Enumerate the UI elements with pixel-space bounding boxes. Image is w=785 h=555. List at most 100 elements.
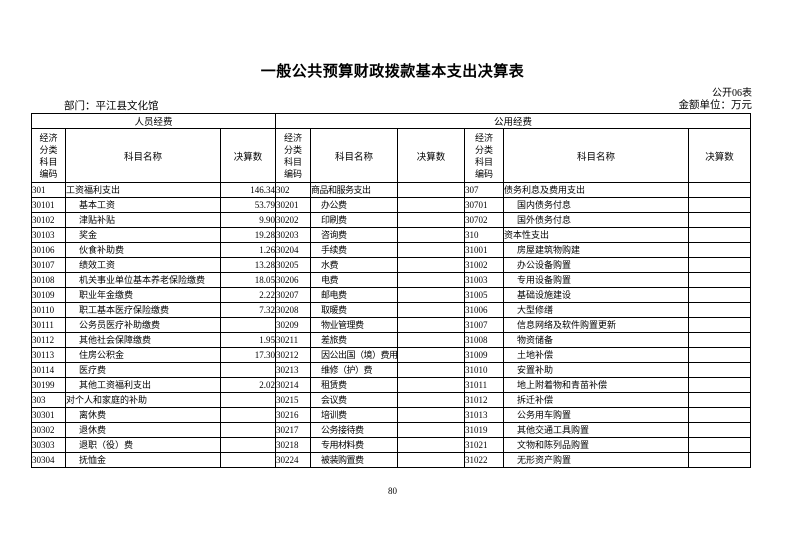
table-row: 30302 退休费 30217 公务接待费 31019 其他交通工具购置 [31,422,752,438]
table-row: 30102 津贴补贴 9.90 30202 印刷费 30702 国外债务付息 [31,212,752,228]
code-cell: 31013 [464,407,505,423]
value-cell [219,362,277,378]
value-cell [688,287,752,303]
table-row: 30111 公务员医疗补助缴费 30209 物业管理费 31007 信息网络及软… [31,317,752,333]
value-cell [397,212,466,228]
code-cell: 30102 [31,212,66,228]
code-cell: 30109 [31,287,66,303]
name-cell: 基础设施建设 [503,287,690,303]
name-cell: 抚恤金 [65,452,221,468]
value-cell [688,422,752,438]
name-cell: 公务员医疗补助缴费 [65,317,221,333]
name-cell: 取暖费 [310,302,399,318]
name-cell: 无形资产购置 [503,452,690,468]
value-cell [688,227,752,243]
code-header-1: 经济分类科目编码 [31,128,66,183]
table-row: 30109 职业年金缴费 2.22 30207 邮电费 31005 基础设施建设 [31,287,752,303]
value-cell: 13.28 [219,257,277,273]
code-cell: 301 [31,182,66,198]
code-cell: 30110 [31,302,66,318]
name-cell: 信息网络及软件购置更新 [503,317,690,333]
table-row: 30110 职工基本医疗保险缴费 7.32 30208 取暖费 31006 大型… [31,302,752,318]
value-cell: 17.30 [219,347,277,363]
value-cell [688,362,752,378]
name-cell: 职业年金缴费 [65,287,221,303]
name-cell: 医疗费 [65,362,221,378]
code-cell: 307 [464,182,505,198]
value-cell [397,227,466,243]
code-cell: 30214 [275,377,312,393]
value-cell [397,317,466,333]
table-row: 30107 绩效工资 13.28 30205 水费 31002 办公设备购置 [31,257,752,273]
value-cell [219,317,277,333]
name-cell: 安置补助 [503,362,690,378]
code-cell: 30108 [31,272,66,288]
name-cell: 住房公积金 [65,347,221,363]
value-cell: 146.34 [219,182,277,198]
name-cell: 土地补偿 [503,347,690,363]
value-cell [397,377,466,393]
budget-table: 人员经费 公用经费 经济分类科目编码 科目名称 决算数 经济分类科目编码 科目名… [30,113,752,468]
group-header-public: 公用经费 [275,113,752,129]
value-cell [397,182,466,198]
code-cell: 30112 [31,332,66,348]
code-cell: 30111 [31,317,66,333]
name-cell: 离休费 [65,407,221,423]
code-cell: 30217 [275,422,312,438]
table-row: 30304 抚恤金 30224 被装购置费 31022 无形资产购置 [31,452,752,468]
value-cell: 1.26 [219,242,277,258]
code-header-3: 经济分类科目编码 [464,128,505,183]
code-cell: 31009 [464,347,505,363]
code-cell: 30114 [31,362,66,378]
name-cell: 退职（役）费 [65,437,221,453]
table-row: 303 对个人和家庭的补助 30215 会议费 31012 拆迁补偿 [31,392,752,408]
value-cell [397,272,466,288]
table-row: 30114 医疗费 30213 维修（护）费 31010 安置补助 [31,362,752,378]
value-header-3: 决算数 [688,128,752,183]
value-cell [688,332,752,348]
value-cell [688,242,752,258]
value-cell [688,437,752,453]
name-cell: 专用设备购置 [503,272,690,288]
name-cell: 地上附着物和青苗补偿 [503,377,690,393]
code-cell: 31022 [464,452,505,468]
code-cell: 31008 [464,332,505,348]
value-cell [688,377,752,393]
name-cell: 公务接待费 [310,422,399,438]
value-cell [397,452,466,468]
value-header-2: 决算数 [397,128,466,183]
code-cell: 30701 [464,197,505,213]
code-cell: 31001 [464,242,505,258]
code-cell: 31021 [464,437,505,453]
code-header-2: 经济分类科目编码 [275,128,312,183]
table-row: 301 工资福利支出 146.34 302 商品和服务支出 307 债务利息及费… [31,182,752,198]
name-cell: 津贴补贴 [65,212,221,228]
name-header-3: 科目名称 [503,128,690,183]
name-cell: 工资福利支出 [65,182,221,198]
code-cell: 30107 [31,257,66,273]
code-cell: 30206 [275,272,312,288]
code-cell: 30208 [275,302,312,318]
value-cell [219,392,277,408]
code-cell: 30215 [275,392,312,408]
code-cell: 302 [275,182,312,198]
name-cell: 其他交通工具购置 [503,422,690,438]
value-cell: 7.32 [219,302,277,318]
code-cell: 30211 [275,332,312,348]
name-cell: 专用材料费 [310,437,399,453]
code-header-text: 经济分类科目编码 [39,132,58,179]
unit-label: 金额单位：万元 [678,100,753,111]
value-cell: 2.02 [219,377,277,393]
value-cell [397,407,466,423]
code-cell: 31007 [464,317,505,333]
value-cell [219,437,277,453]
name-header-1: 科目名称 [65,128,221,183]
value-cell [688,212,752,228]
code-cell: 30202 [275,212,312,228]
code-cell: 30216 [275,407,312,423]
value-cell [688,407,752,423]
code-cell: 31010 [464,362,505,378]
code-cell: 30224 [275,452,312,468]
page-number: 80 [388,486,397,496]
value-cell [219,422,277,438]
